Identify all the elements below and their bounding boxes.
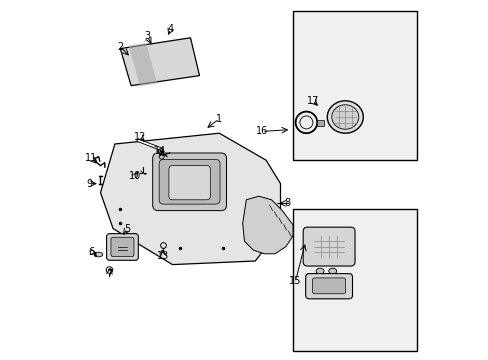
Text: 4: 4 bbox=[167, 24, 173, 34]
Ellipse shape bbox=[326, 101, 363, 133]
FancyBboxPatch shape bbox=[305, 274, 352, 299]
Text: 14: 14 bbox=[153, 146, 166, 156]
FancyBboxPatch shape bbox=[312, 278, 345, 294]
Text: 16: 16 bbox=[255, 126, 267, 136]
Text: 17: 17 bbox=[306, 96, 319, 106]
Ellipse shape bbox=[316, 268, 324, 274]
Text: 7: 7 bbox=[106, 269, 112, 279]
FancyBboxPatch shape bbox=[168, 166, 210, 200]
Polygon shape bbox=[101, 133, 280, 265]
Polygon shape bbox=[120, 38, 199, 86]
Text: 2: 2 bbox=[117, 42, 123, 52]
Text: 1: 1 bbox=[216, 114, 222, 124]
FancyBboxPatch shape bbox=[106, 234, 138, 260]
Polygon shape bbox=[242, 196, 292, 254]
Text: 12: 12 bbox=[134, 132, 146, 142]
Text: 10: 10 bbox=[128, 171, 141, 181]
FancyBboxPatch shape bbox=[159, 159, 220, 204]
Text: 9: 9 bbox=[86, 179, 93, 189]
Ellipse shape bbox=[95, 252, 102, 257]
Text: 5: 5 bbox=[124, 224, 130, 234]
Bar bbox=[292, 11, 416, 160]
FancyBboxPatch shape bbox=[152, 153, 226, 211]
Ellipse shape bbox=[331, 105, 358, 129]
Text: 8: 8 bbox=[284, 198, 290, 208]
Text: 15: 15 bbox=[289, 276, 301, 286]
FancyBboxPatch shape bbox=[111, 237, 134, 257]
Text: 13: 13 bbox=[157, 251, 169, 261]
Ellipse shape bbox=[328, 268, 336, 274]
Text: 6: 6 bbox=[88, 247, 94, 257]
Bar bbox=[292, 209, 416, 351]
Text: 11: 11 bbox=[85, 153, 98, 163]
FancyBboxPatch shape bbox=[303, 227, 354, 266]
Bar bbox=[317, 120, 324, 126]
Text: 3: 3 bbox=[144, 31, 150, 41]
